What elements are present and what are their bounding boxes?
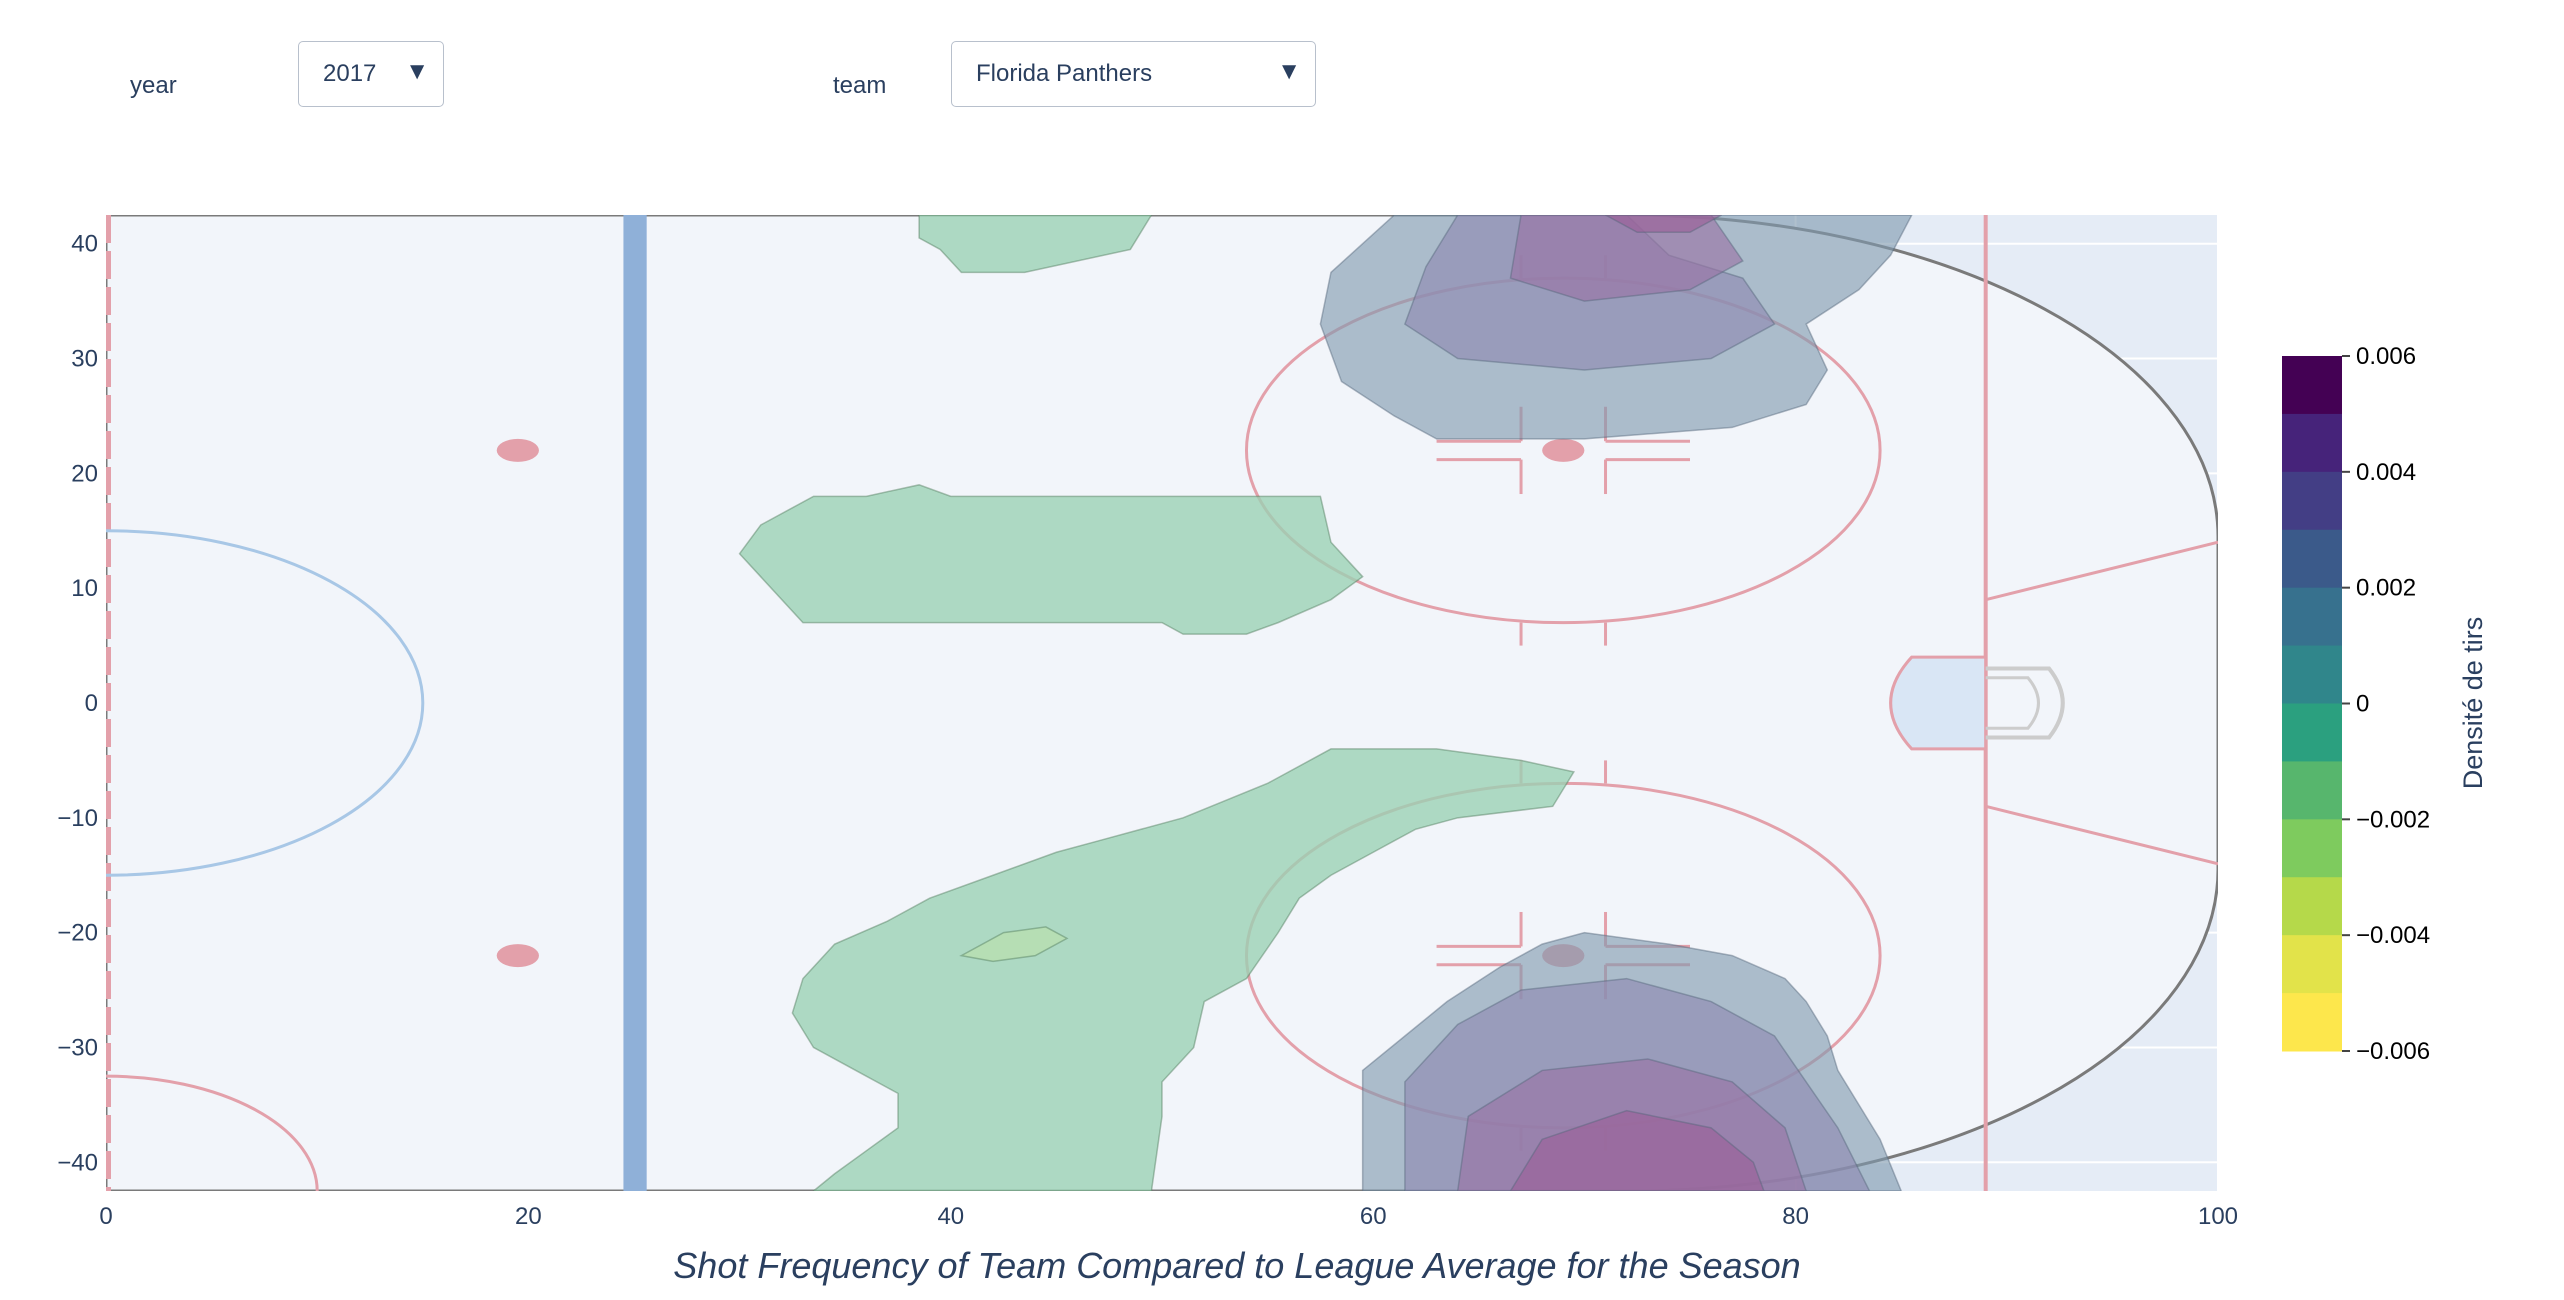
blue-line: [623, 215, 647, 1191]
year-dropdown[interactable]: 2017 ▼: [298, 41, 444, 107]
colorbar-band: [2282, 645, 2342, 704]
colorbar-band: [2282, 529, 2342, 589]
colorbar-tick-label: −0.006: [2356, 1038, 2430, 1065]
team-dropdown-value: Florida Panthers: [976, 60, 1153, 87]
colorbar-title: Densité de tirs: [2458, 617, 2488, 790]
y-tick-label: 30: [71, 346, 98, 373]
year-label: year: [130, 72, 177, 99]
x-tick-label: 80: [1782, 1203, 1809, 1230]
contour-region: [1605, 215, 1723, 233]
colorbar: 0.006 0.004 0.002 0 −0.002 −0.004 −0.006 Densit…: [2282, 343, 2488, 1065]
contour-region: [918, 215, 1153, 274]
team-dropdown[interactable]: Florida Panthers ▼: [951, 41, 1316, 107]
x-tick-label: 40: [937, 1203, 964, 1230]
goal-net-inner: [1985, 676, 2040, 730]
colorbar-tick-label: −0.002: [2356, 806, 2430, 833]
y-tick-label: 40: [71, 231, 98, 258]
x-tick-label: 60: [1360, 1203, 1387, 1230]
colorbar-tick-label: 0.004: [2356, 459, 2416, 486]
y-tick-label: −20: [57, 920, 98, 947]
faceoff-dot: [1542, 438, 1585, 462]
neutral-zone-faceoff-dot: [496, 944, 539, 968]
colorbar-tick-label: 0.006: [2356, 343, 2416, 370]
x-axis-title: Shot Frequency of Team Compared to Leagu…: [673, 1245, 1800, 1286]
year-dropdown-value: 2017: [323, 60, 377, 87]
colorbar-tick-label: 0: [2356, 691, 2369, 718]
colorbar-band: [2282, 935, 2342, 994]
y-tick-label: 20: [71, 460, 98, 487]
chevron-down-icon: ▼: [1277, 58, 1301, 85]
contour-region: [1509, 1109, 1765, 1191]
chevron-down-icon: ▼: [405, 58, 429, 85]
colorbar-tick-label: 0.002: [2356, 575, 2416, 602]
y-tick-label: 10: [71, 575, 98, 602]
contour-region: [959, 926, 1069, 963]
colorbar-tick-label: −0.004: [2356, 922, 2430, 949]
colorbar-band: [2282, 993, 2342, 1052]
colorbar-band: [2282, 356, 2342, 415]
y-tick-label: −10: [57, 805, 98, 832]
y-tick-label: 0: [85, 690, 98, 717]
trapezoid-line: [1985, 540, 2218, 602]
colorbar-band: [2282, 761, 2342, 820]
colorbar-band: [2282, 703, 2342, 762]
team-label: team: [833, 72, 887, 99]
goal-net: [1985, 666, 2065, 740]
goal-crease: [1889, 655, 1988, 751]
colorbar-band: [2282, 877, 2342, 936]
center-circle: [106, 529, 425, 877]
neutral-zone-faceoff-dot: [496, 438, 539, 462]
colorbar-band: [2282, 471, 2342, 531]
y-tick-label: −30: [57, 1034, 98, 1061]
trapezoid-line: [1985, 804, 2218, 866]
y-tick-label: −40: [57, 1149, 98, 1176]
x-tick-label: 20: [515, 1203, 542, 1230]
axes: 0 20 40 60 80 100 −40 −30 −20 −10 0 10 20 30 40: [57, 231, 2238, 1230]
colorbar-band: [2282, 819, 2342, 878]
contour-region: [791, 748, 1576, 1191]
x-tick-label: 0: [99, 1203, 112, 1230]
colorbar-band: [2282, 587, 2342, 647]
contour-region: [738, 484, 1364, 635]
rink-drawing: [106, 215, 2218, 1191]
contour-region: [1509, 215, 1744, 302]
colorbar-band: [2282, 413, 2342, 473]
x-tick-label: 100: [2198, 1203, 2238, 1230]
contour-regions: [738, 215, 1913, 1191]
